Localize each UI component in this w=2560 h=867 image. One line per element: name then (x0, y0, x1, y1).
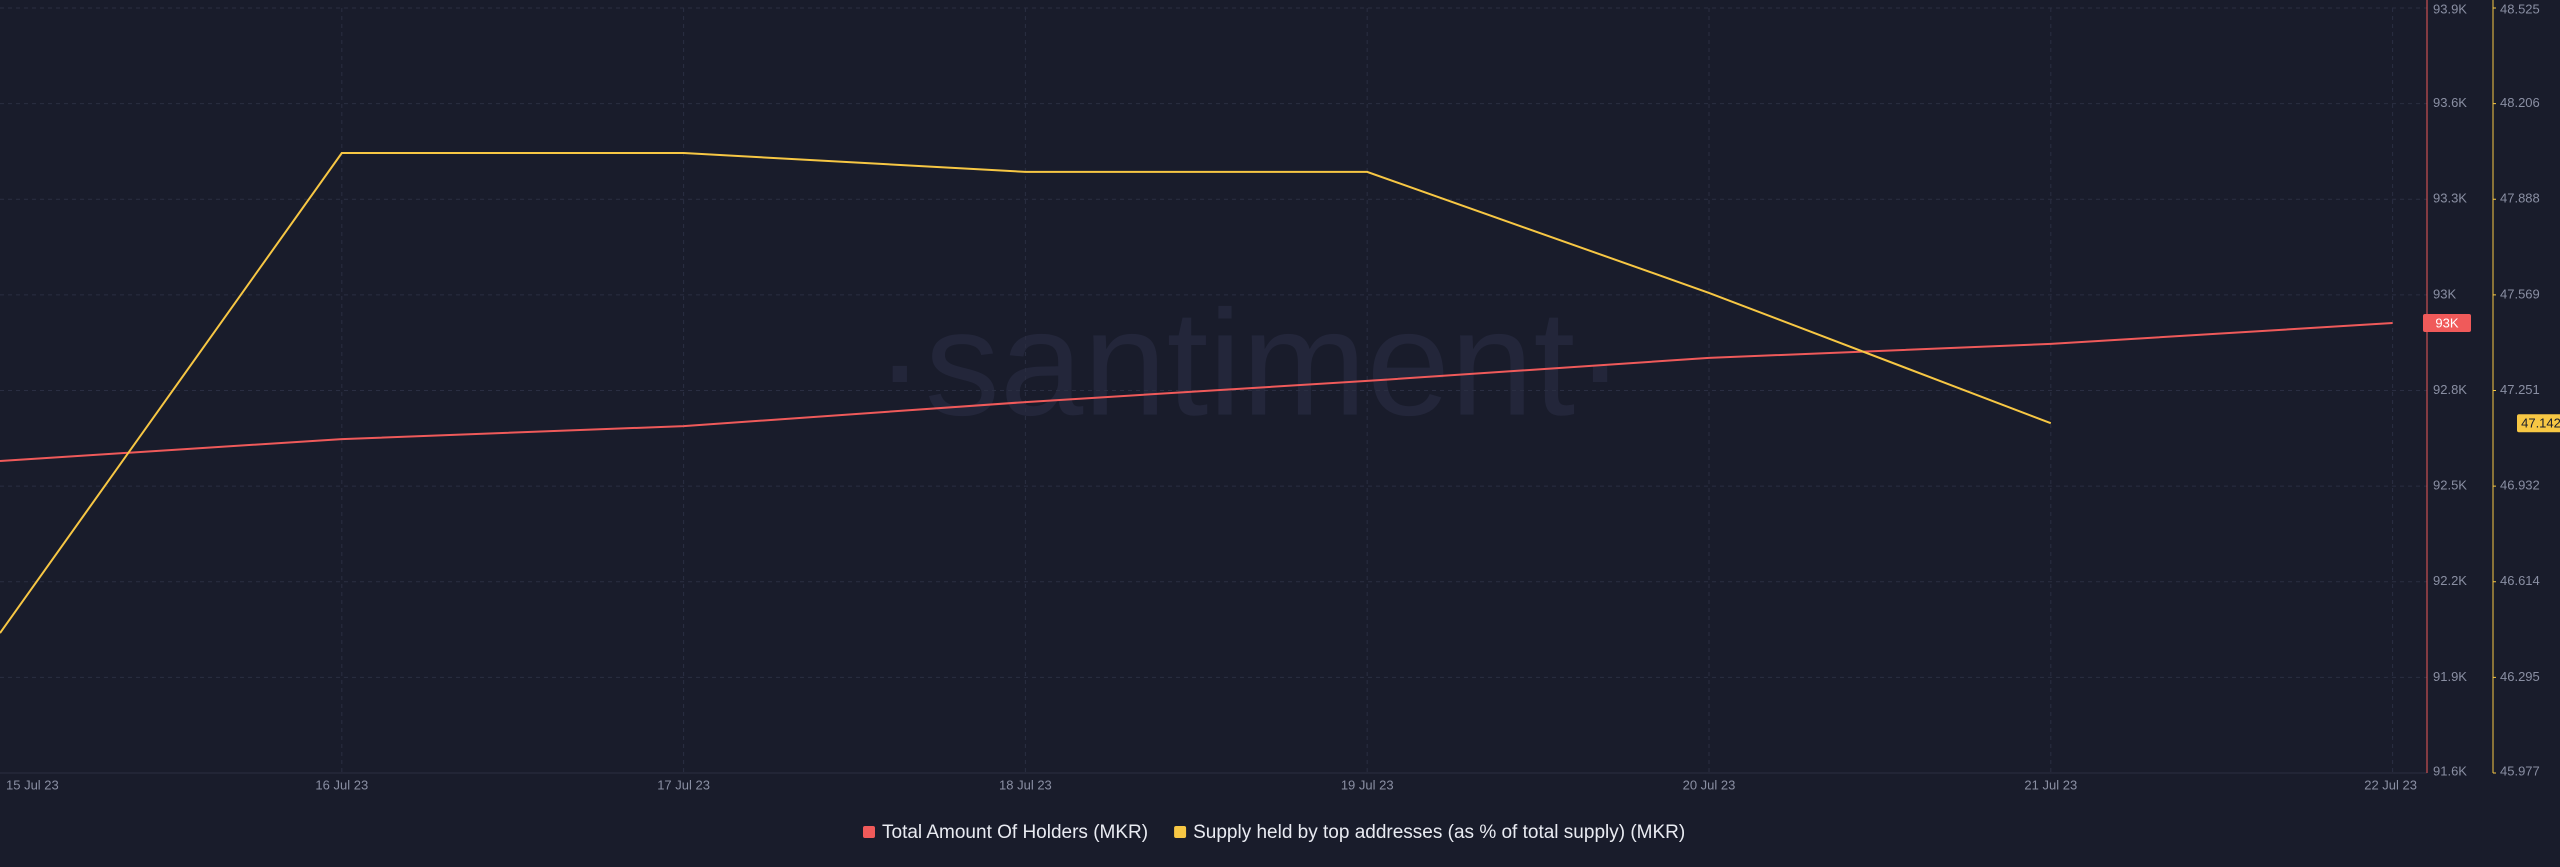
y2-tick-label: 47.888 (2500, 191, 2540, 206)
y2-tick-label: 48.525 (2500, 1, 2540, 16)
x-tick-label: 15 Jul 23 (6, 777, 59, 792)
series-line (0, 152, 2052, 634)
legend-label: Total Amount Of Holders (MKR) (882, 822, 1148, 843)
x-tick-label: 20 Jul 23 (1683, 777, 1736, 792)
series-line (0, 322, 2393, 462)
y-tick-label: 93.3K (2433, 191, 2467, 206)
y-tick-label: 93.6K (2433, 95, 2467, 110)
y-tick-label: 92.2K (2433, 573, 2467, 588)
y-tick-label: 93.9K (2433, 1, 2467, 16)
current-value-label: 93K (2435, 315, 2458, 330)
current-value-label: 47.142 (2521, 416, 2560, 431)
y-tick-label: 91.9K (2433, 669, 2467, 684)
y-tick-label: 93K (2433, 286, 2456, 301)
x-tick-label: 18 Jul 23 (999, 777, 1052, 792)
y-tick-label: 92.8K (2433, 382, 2467, 397)
y2-tick-label: 47.569 (2500, 286, 2540, 301)
watermark: ·santiment· (875, 279, 1625, 447)
x-tick-label: 21 Jul 23 (2024, 777, 2077, 792)
y2-tick-label: 45.977 (2500, 763, 2540, 778)
x-tick-label: 17 Jul 23 (657, 777, 710, 792)
legend-swatch (863, 826, 875, 838)
y2-tick-label: 46.295 (2500, 669, 2540, 684)
y2-tick-label: 46.932 (2500, 478, 2540, 493)
x-tick-label: 19 Jul 23 (1341, 777, 1394, 792)
current-value-badge (2423, 313, 2471, 332)
y2-tick-label: 46.614 (2500, 573, 2540, 588)
x-tick-label: 22 Jul 23 (2364, 777, 2417, 792)
y2-tick-label: 47.251 (2500, 382, 2540, 397)
x-tick-label: 16 Jul 23 (315, 777, 368, 792)
y-tick-label: 91.6K (2433, 763, 2467, 778)
y-tick-label: 92.5K (2433, 478, 2467, 493)
legend-swatch (1174, 826, 1187, 838)
current-value-badge (2517, 414, 2560, 433)
y2-tick-label: 48.206 (2500, 95, 2540, 110)
legend-label: Supply held by top addresses (as % of to… (1193, 822, 1685, 843)
